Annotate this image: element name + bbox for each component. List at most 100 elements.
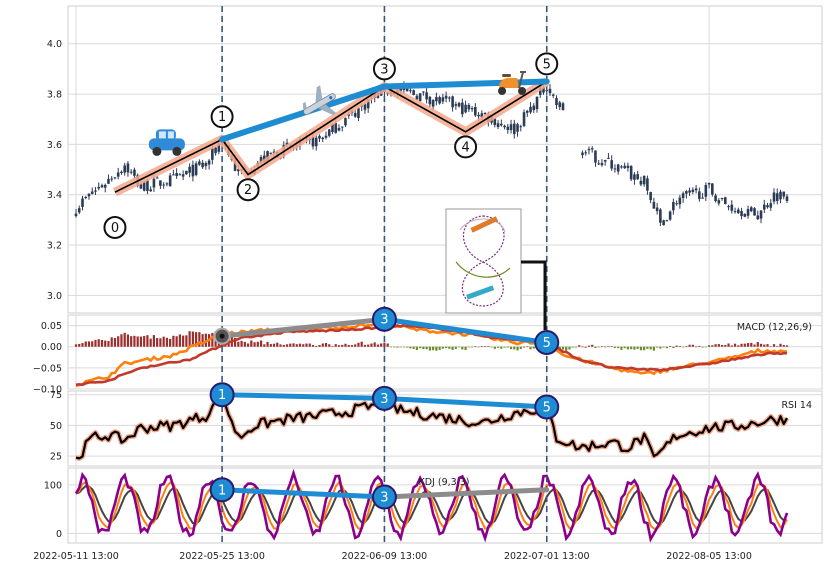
candle-body (116, 172, 120, 177)
candle-body (535, 96, 539, 110)
candle-body (737, 209, 740, 214)
macd-y-tick-label: −0.10 (33, 385, 62, 396)
macd-histogram-bar (305, 343, 308, 347)
candle-body (204, 163, 208, 167)
macd-histogram-bar (733, 343, 737, 347)
macd-histogram-bar (470, 346, 474, 348)
candle-body (428, 96, 432, 105)
candle-body (688, 190, 691, 193)
candle-body (542, 87, 545, 93)
rsi-y-tick-label: 50 (50, 421, 62, 432)
macd-histogram-bar (311, 345, 315, 347)
candle-body (214, 147, 217, 154)
candle-body (711, 183, 714, 195)
candle-body (769, 203, 773, 208)
candle-body (331, 124, 334, 133)
macd-histogram-bar (298, 343, 302, 347)
candle-body (529, 106, 532, 113)
rsi-panel-frame (67, 390, 823, 467)
candle-body (636, 174, 639, 180)
candle-body (74, 213, 78, 217)
macd-histogram-bar (282, 344, 285, 347)
candle-body (357, 108, 360, 118)
x-tick-label: 2022-07-01 13:00 (504, 551, 590, 562)
macd-histogram-bar (354, 344, 357, 347)
macd-histogram-bar (373, 342, 376, 347)
airplane-icon (302, 85, 337, 115)
macd-histogram-bar (474, 346, 477, 348)
candle-body (496, 123, 500, 128)
candle-body (756, 215, 760, 220)
candle-body (162, 184, 165, 186)
candle-body (467, 104, 471, 110)
candle-body (311, 136, 315, 147)
car-window (167, 131, 174, 139)
macd-histogram-bar (87, 341, 91, 347)
candle-body (454, 104, 458, 106)
macd-histogram-bar (113, 338, 117, 347)
macd-histogram-bar (237, 341, 240, 347)
macd-histogram-bar (243, 341, 246, 347)
airplane-cockpit (329, 96, 333, 100)
macd-histogram-bar (74, 344, 78, 347)
rsi-marker-circle (534, 394, 560, 420)
candle-body (590, 148, 594, 150)
macd-histogram-bar (438, 346, 441, 350)
candle-body (269, 152, 273, 154)
candle-body (587, 148, 591, 151)
macd-histogram-bar (776, 346, 779, 347)
macd-histogram-bar (188, 331, 191, 347)
macd-histogram-bar (165, 337, 169, 347)
macd-histogram-bar (594, 346, 597, 349)
price-y-tick-label: 3.4 (47, 190, 62, 201)
macd-histogram-bar (344, 343, 347, 347)
airplane-tail (302, 101, 307, 111)
macd-histogram-bar (448, 346, 451, 349)
macd-histogram-bar (707, 345, 711, 347)
macd-histogram-bar (308, 343, 311, 347)
candle-body (779, 191, 782, 200)
rsi-marker-circle (371, 385, 397, 411)
wave-label-number: 4 (461, 140, 469, 155)
candle-body (503, 125, 506, 128)
text-layer: 2022-05-11 13:00 2022-05-25 13:00 2022-06-… (33, 39, 812, 562)
wave-label-number: 0 (111, 221, 119, 236)
macd-histogram-bar (779, 343, 782, 347)
car-icon (148, 129, 185, 156)
candle-body (749, 207, 753, 212)
candle-body (178, 174, 182, 176)
candle-body (646, 178, 649, 191)
macd-histogram-bar (587, 345, 591, 347)
macd-histogram-bar (341, 344, 344, 347)
candle-body (324, 135, 328, 138)
macd-histogram-bar (529, 346, 532, 350)
macd-histogram-bar (441, 346, 444, 349)
candle-body (100, 185, 104, 188)
macd-histogram-bar (259, 340, 263, 347)
candle-body (766, 205, 769, 208)
macd-histogram-bar (769, 346, 772, 348)
candle-body (652, 201, 656, 209)
candle-body (435, 96, 438, 102)
candle-body (120, 171, 123, 174)
kdj-trend-line (219, 487, 387, 500)
macd-histogram-bar (636, 346, 639, 349)
macd-histogram-bar (584, 346, 587, 348)
candle-body (785, 196, 789, 201)
candle-body (620, 166, 623, 168)
candle-body (175, 173, 178, 177)
candle-body (263, 155, 266, 162)
macd-histogram-bar (399, 346, 402, 348)
macd-histogram-bar (383, 342, 386, 347)
candle-body (597, 163, 600, 165)
macd-histogram-bar (211, 332, 214, 347)
macd-histogram-bar (662, 346, 665, 348)
candle-body (266, 151, 269, 162)
candle-body (418, 93, 422, 102)
macd-histogram-bar (445, 346, 448, 349)
macd-histogram-bar (649, 346, 652, 350)
candle-body (139, 184, 143, 189)
candle-body (691, 189, 695, 193)
macd-histogram-bar (126, 334, 130, 347)
macd-histogram-bar (435, 346, 438, 351)
